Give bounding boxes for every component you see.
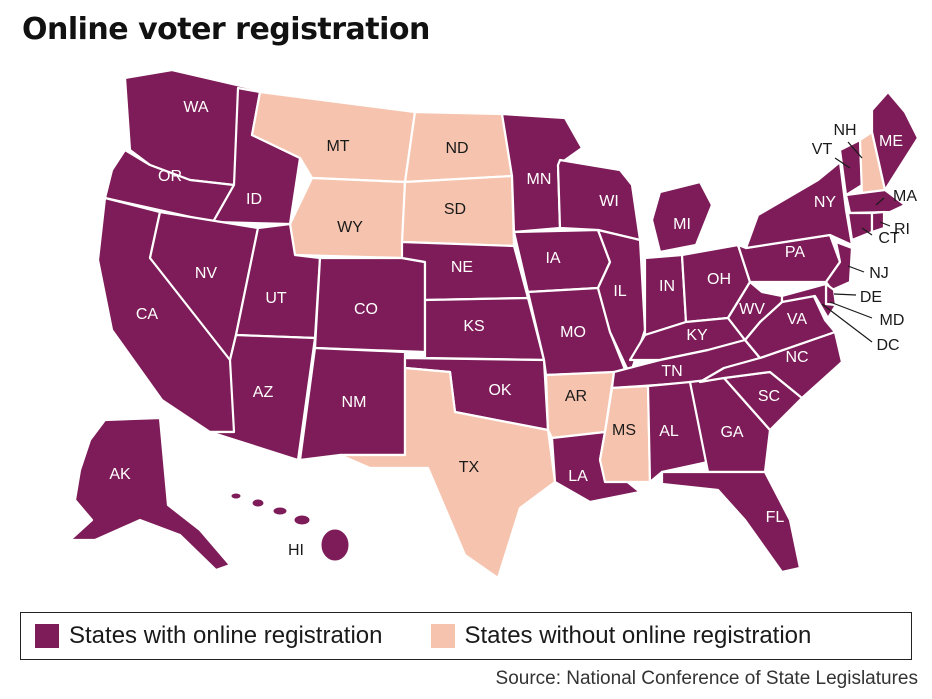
label-il: IL: [613, 283, 626, 300]
state-ri[interactable]: [872, 212, 884, 232]
label-nv: NV: [195, 265, 218, 282]
label-la: LA: [568, 468, 588, 485]
label-sd: SD: [444, 201, 466, 218]
label-md: MD: [880, 312, 905, 329]
label-oh: OH: [707, 271, 731, 288]
label-wy: WY: [337, 219, 363, 236]
label-or: OR: [158, 168, 182, 185]
label-vt: VT: [812, 141, 833, 158]
label-co: CO: [354, 301, 378, 318]
label-nj: NJ: [869, 265, 889, 282]
label-in: IN: [659, 278, 675, 295]
label-tn: TN: [661, 363, 682, 380]
label-ct: CT: [878, 230, 900, 247]
label-ma: MA: [893, 188, 917, 205]
label-fl: FL: [766, 509, 785, 526]
label-mi: MI: [673, 216, 691, 233]
label-pa: PA: [785, 244, 805, 261]
legend-item-with: States with online registration: [35, 622, 383, 650]
label-wa: WA: [183, 99, 209, 116]
label-me: ME: [879, 133, 903, 150]
label-ak: AK: [109, 466, 131, 483]
label-mn: MN: [527, 171, 552, 188]
label-wv: WV: [739, 301, 765, 318]
label-nd: ND: [445, 140, 468, 157]
label-dc: DC: [876, 337, 899, 354]
label-ga: GA: [720, 424, 743, 441]
label-mo: MO: [560, 324, 586, 341]
label-ut: UT: [265, 290, 287, 307]
label-de: DE: [860, 289, 882, 306]
label-wi: WI: [599, 193, 619, 210]
legend-item-without: States without online registration: [431, 622, 812, 650]
legend-swatch-with: [35, 624, 59, 648]
label-id: ID: [246, 191, 262, 208]
label-ks: KS: [463, 318, 484, 335]
label-mt: MT: [326, 138, 349, 155]
label-ms: MS: [612, 422, 636, 439]
label-ny: NY: [814, 194, 837, 211]
label-al: AL: [659, 423, 679, 440]
label-va: VA: [787, 311, 807, 328]
legend-label-without: States without online registration: [465, 622, 812, 650]
state-ia[interactable]: [514, 230, 610, 292]
label-ca: CA: [136, 306, 159, 323]
label-ia: IA: [545, 250, 560, 267]
label-tx: TX: [459, 459, 480, 476]
label-nm: NM: [342, 394, 367, 411]
label-sc: SC: [758, 388, 780, 405]
state-ct[interactable]: [848, 213, 872, 240]
label-ok: OK: [488, 382, 511, 399]
state-ak[interactable]: [70, 418, 230, 570]
source-note: Source: National Conference of State Leg…: [496, 668, 918, 690]
label-nh: NH: [833, 122, 856, 139]
legend-label-with: States with online registration: [69, 622, 383, 650]
label-nc: NC: [785, 349, 808, 366]
label-hi: HI: [288, 542, 304, 559]
label-ne: NE: [451, 259, 473, 276]
label-ky: KY: [686, 327, 708, 344]
us-map: WA OR CA ID NV MT WY UT AZ CO NM ND SD N…: [0, 0, 932, 610]
label-az: AZ: [253, 384, 274, 401]
legend: States with online registration States w…: [20, 612, 912, 660]
legend-swatch-without: [431, 624, 455, 648]
label-ar: AR: [565, 388, 587, 405]
state-wy[interactable]: [290, 178, 405, 258]
